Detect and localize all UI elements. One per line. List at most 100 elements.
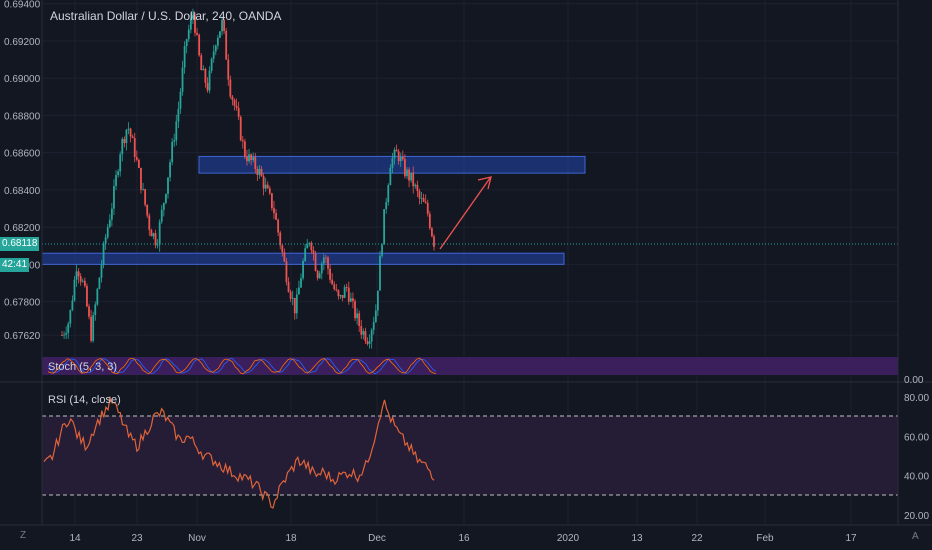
candle-body [337, 290, 340, 297]
candle-body [433, 236, 435, 247]
candle-body [135, 157, 138, 160]
candle-body [88, 306, 90, 317]
candlestick-series [61, 8, 435, 349]
candle-body [431, 228, 433, 237]
candle-body [273, 208, 275, 214]
candle-body [154, 233, 157, 246]
candle-body [268, 188, 271, 194]
candle-body [100, 265, 103, 278]
candle-body [374, 310, 377, 323]
candle-body [264, 184, 267, 189]
candle-body [94, 304, 97, 316]
candle-body [123, 139, 126, 144]
time-tick-label: 23 [131, 533, 143, 544]
price-tick-label: 0.68200 [4, 223, 41, 234]
candle-body [426, 202, 429, 214]
rsi-label[interactable]: RSI (14, close) [48, 394, 121, 406]
candle-body [150, 229, 153, 237]
candle-body [216, 37, 219, 46]
candle-body [385, 202, 388, 210]
candle-body [125, 129, 128, 144]
candle-body [277, 219, 280, 233]
candle-body [318, 273, 321, 279]
candle-body [393, 149, 396, 159]
time-axis: 14 23 Nov 18 Dec 16 2020 13 22 Feb 17 [69, 533, 857, 544]
candle-body [69, 310, 72, 324]
candle-body [283, 252, 286, 262]
candle-body [63, 334, 65, 336]
candle-body [210, 58, 213, 71]
candle-body [214, 45, 217, 52]
time-tick-label: Dec [368, 533, 386, 544]
candle-body [177, 108, 180, 122]
candle-body [219, 31, 221, 38]
candle-body [343, 287, 346, 298]
time-tick-label: 14 [69, 533, 81, 544]
candle-body [379, 255, 381, 291]
candle-body [260, 168, 263, 177]
candle-body [329, 268, 331, 280]
candle-body [92, 315, 95, 341]
candle-body [98, 277, 101, 289]
price-tick-label: 0.67800 [4, 298, 41, 309]
candle-body [352, 298, 354, 302]
candle-body [106, 227, 109, 238]
candle-body [422, 198, 425, 202]
candle-body [77, 271, 80, 277]
auto-scale-button[interactable]: A [912, 531, 919, 542]
candle-body [401, 157, 404, 160]
candle-body [314, 253, 317, 271]
candle-body [102, 243, 105, 266]
candle-body [420, 198, 423, 199]
candle-body [79, 276, 82, 282]
price-tick-label: 0.69000 [4, 74, 41, 85]
candle-body [115, 175, 117, 187]
candle-body [229, 79, 232, 97]
stoch-label[interactable]: Stoch (5, 3, 3) [48, 361, 118, 373]
candle-body [304, 248, 307, 262]
candle-body [406, 169, 408, 177]
candle-body [246, 156, 248, 162]
candle-body [192, 15, 194, 19]
rsi-tick-label: 60.00 [904, 432, 929, 443]
time-tick-label: Feb [756, 533, 774, 544]
candle-body [372, 322, 375, 330]
candle-body [262, 176, 265, 189]
candle-body [173, 140, 176, 142]
candle-body [285, 261, 288, 282]
candle-body [349, 298, 352, 302]
candle-body [144, 189, 147, 205]
stoch-axis-label: 0.00 [904, 375, 924, 386]
candle-body [225, 30, 228, 60]
candle-body [148, 215, 151, 230]
candle-body [312, 250, 315, 254]
candle-body [250, 154, 253, 161]
candle-body [325, 257, 327, 259]
price-tick-label: 0.68600 [4, 149, 41, 160]
current-price-tag: 0.68118 [0, 237, 40, 251]
candle-body [331, 279, 334, 285]
candle-body [354, 301, 356, 319]
candle-body [412, 172, 415, 187]
timezone-button[interactable]: Z [20, 530, 27, 541]
price-tick-label: 0.68800 [4, 111, 41, 122]
candle-body [61, 335, 63, 336]
candle-body [165, 193, 167, 203]
candle-body [358, 313, 361, 327]
candle-body [416, 184, 419, 191]
candle-body [356, 313, 359, 319]
candle-body [316, 270, 319, 279]
candle-body [121, 139, 124, 155]
candle-body [381, 244, 383, 256]
candle-body [146, 204, 149, 216]
chart-title[interactable]: Australian Dollar / U.S. Dollar, 240, OA… [50, 9, 282, 23]
candle-body [370, 329, 373, 342]
candle-body [81, 280, 84, 282]
candle-body [181, 67, 184, 92]
candle-body [231, 96, 234, 100]
candle-body [322, 257, 325, 264]
candle-body [133, 138, 136, 158]
candle-body [117, 171, 120, 176]
candle-body [108, 219, 111, 228]
